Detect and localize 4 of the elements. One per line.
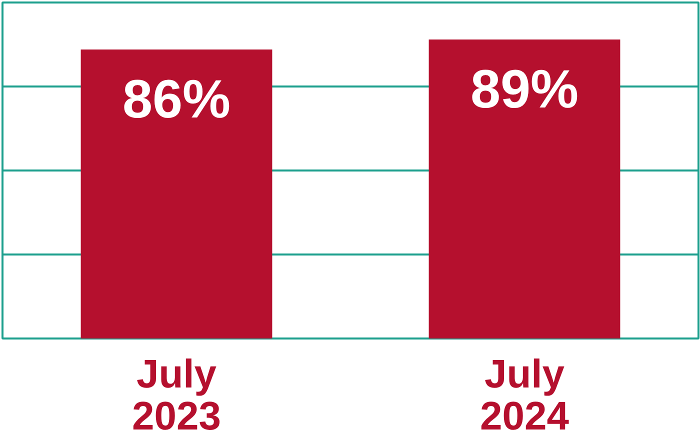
data-label: 89% [470,59,579,120]
x-tick-label: July 2023 [132,352,221,438]
data-label: 86% [122,70,231,130]
x-tick-label: July 2024 [480,352,570,438]
